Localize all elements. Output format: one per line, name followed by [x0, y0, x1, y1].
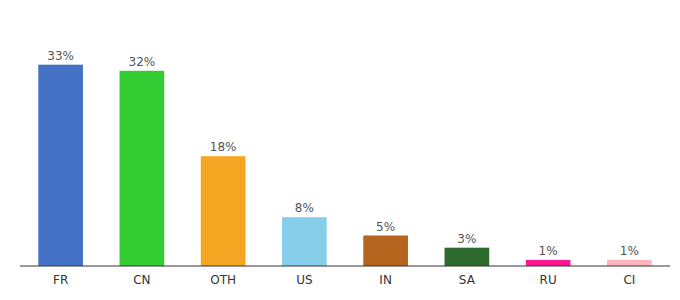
x-tick-label: OTH [210, 273, 236, 287]
x-tick-label: CN [133, 273, 150, 287]
data-label: 18% [210, 140, 237, 154]
data-label: 32% [129, 55, 156, 69]
bars [38, 65, 651, 266]
bar [363, 236, 408, 267]
x-tick-label: IN [379, 273, 392, 287]
bar [120, 71, 165, 266]
data-label: 1% [539, 244, 558, 258]
data-label: 33% [47, 49, 74, 63]
chart-svg: 33% 32% 18% 8% 5% 3% 1% 1% FR CN OTH US IN SA RU CI [0, 0, 680, 300]
chart-container: 33% 32% 18% 8% 5% 3% 1% 1% FR CN OTH US IN SA RU CI [0, 0, 680, 300]
bar [607, 260, 652, 266]
x-tick-label: FR [53, 273, 68, 287]
x-axis: FR CN OTH US IN SA RU CI [20, 266, 670, 287]
x-tick-label: US [296, 273, 312, 287]
bar [445, 248, 490, 266]
bar [201, 156, 246, 266]
x-tick-label: RU [540, 273, 557, 287]
data-label: 5% [376, 220, 395, 234]
data-label: 3% [457, 232, 476, 246]
x-axis-line [20, 266, 670, 267]
data-label: 8% [295, 201, 314, 215]
data-labels: 33% 32% 18% 8% 5% 3% 1% 1% [47, 49, 639, 258]
bar [38, 65, 83, 266]
bar [282, 217, 327, 266]
bar [526, 260, 571, 266]
x-tick-label: CI [623, 273, 635, 287]
data-label: 1% [620, 244, 639, 258]
x-tick-label: SA [459, 273, 476, 287]
